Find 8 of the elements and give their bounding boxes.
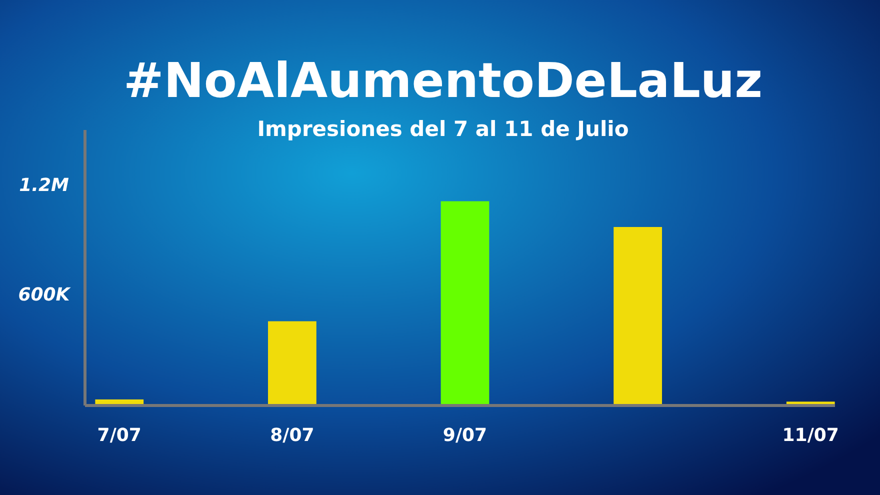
chart-subtitle: Impresiones del 7 al 11 de Julio [257,117,629,141]
x-tick-label: 9/07 [442,425,488,446]
y-tick-label: 1.2M [19,175,69,196]
x-tick-label: 7/07 [97,425,142,446]
x-tick-label: 8/07 [270,425,314,446]
y-tick-label: 600K [18,284,72,306]
x-tick-label: 11/07 [782,425,839,446]
chart-title: #NoAlAumentoDeLaLuz [123,53,763,109]
